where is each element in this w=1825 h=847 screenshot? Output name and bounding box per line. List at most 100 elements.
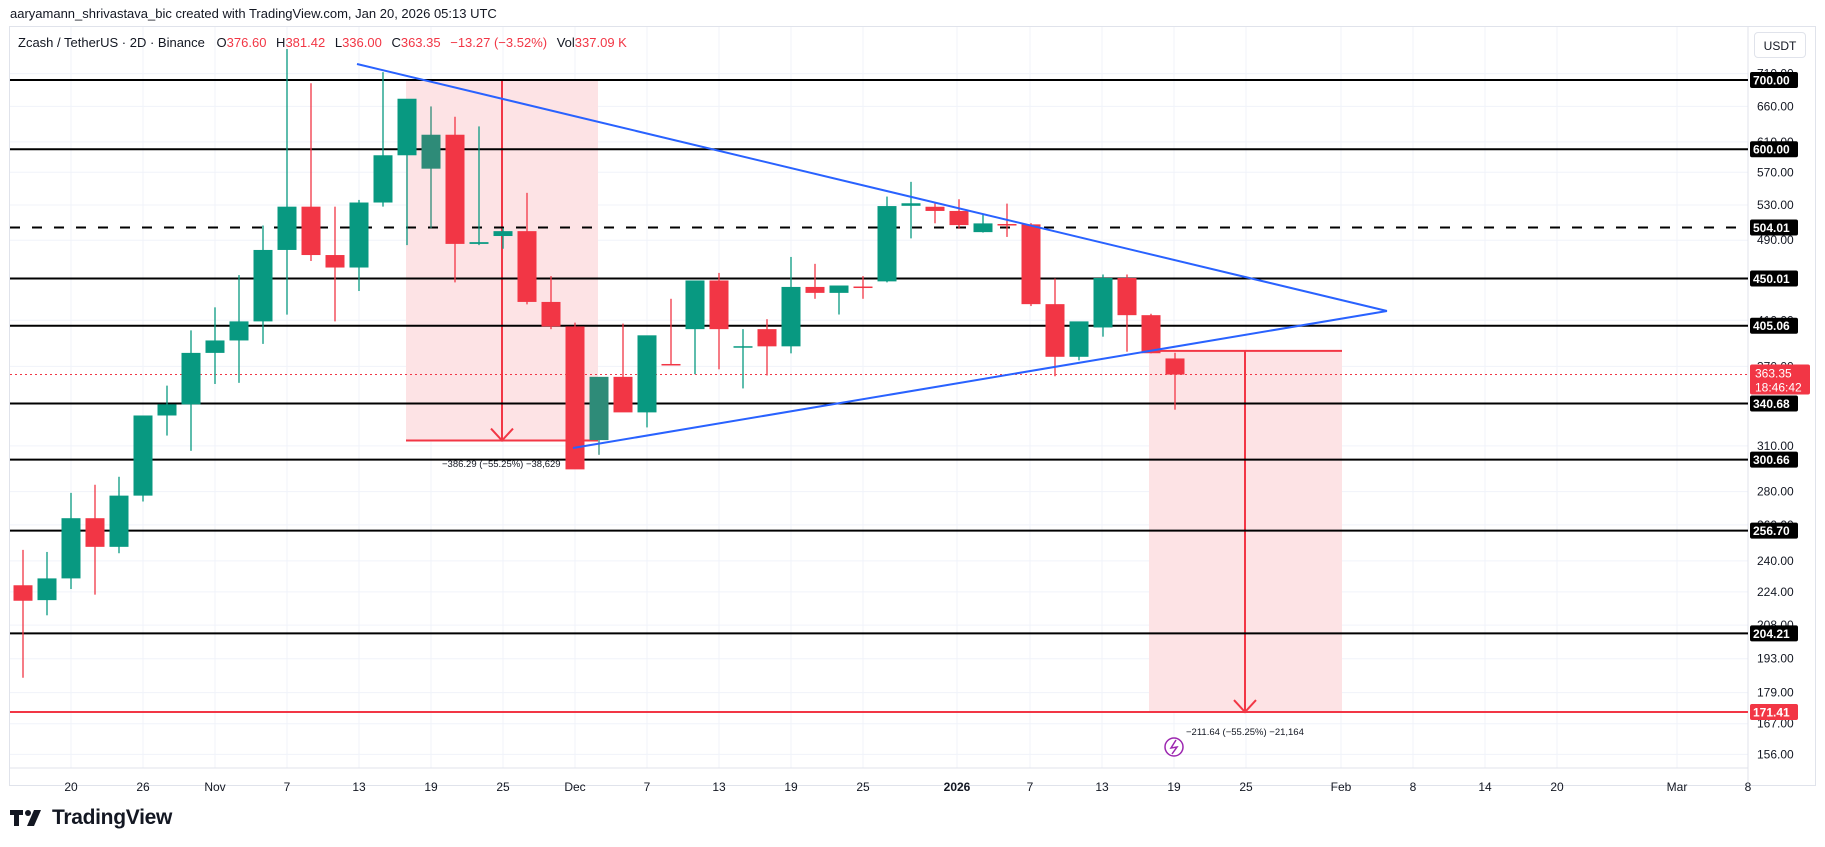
time-axis-label: Nov bbox=[204, 780, 225, 794]
candle-body[interactable] bbox=[757, 329, 777, 347]
price-tick-label: 310.00 bbox=[1757, 439, 1794, 453]
candle-body[interactable] bbox=[949, 210, 969, 226]
candle-body[interactable] bbox=[133, 415, 153, 496]
level-badge bbox=[1750, 270, 1798, 287]
candle-body[interactable] bbox=[85, 518, 105, 547]
candle-body[interactable] bbox=[781, 286, 801, 347]
candle-body[interactable] bbox=[181, 352, 201, 405]
close-value: 363.35 bbox=[400, 35, 441, 50]
candle-body[interactable] bbox=[733, 346, 753, 348]
candle-body[interactable] bbox=[517, 231, 537, 302]
candle-body[interactable] bbox=[469, 242, 489, 244]
candle-body[interactable] bbox=[853, 286, 873, 289]
candle-body[interactable] bbox=[277, 206, 297, 250]
candle-body[interactable] bbox=[301, 206, 321, 256]
time-axis-label: 7 bbox=[1027, 780, 1034, 794]
volume-label: Vol bbox=[556, 35, 575, 50]
symbol-legend: Zcash / TetherUS · 2D · Binance O376.60 … bbox=[18, 35, 633, 50]
candle-body[interactable] bbox=[229, 321, 249, 341]
time-axis-label: 7 bbox=[284, 780, 291, 794]
level-badge-label: 340.68 bbox=[1753, 397, 1790, 411]
candle-body[interactable] bbox=[1069, 321, 1089, 357]
candle-body[interactable] bbox=[1117, 277, 1137, 316]
upper-trendline[interactable] bbox=[356, 63, 1388, 312]
level-badge-label: 600.00 bbox=[1753, 143, 1790, 157]
candle-body[interactable] bbox=[445, 134, 465, 244]
level-badge-label: 405.06 bbox=[1753, 319, 1790, 333]
low-value: 336.00 bbox=[342, 35, 382, 50]
candle-body[interactable] bbox=[1093, 277, 1113, 328]
price-tick-label: 660.00 bbox=[1757, 99, 1794, 113]
price-tick-label: 156.00 bbox=[1757, 747, 1794, 761]
current-price-badge bbox=[1750, 364, 1810, 395]
level-badge bbox=[1750, 625, 1798, 642]
level-badge-label: 700.00 bbox=[1753, 74, 1790, 88]
tradingview-logo: TradingView bbox=[10, 806, 172, 830]
volume-value: 337.09 K bbox=[574, 35, 627, 50]
time-axis-label: Mar bbox=[1667, 780, 1688, 794]
lightning-glyph-icon bbox=[1169, 739, 1179, 755]
candle-body[interactable] bbox=[205, 340, 225, 353]
candle-body[interactable] bbox=[589, 376, 609, 441]
candle-body[interactable] bbox=[541, 301, 561, 327]
price-tick-label: 193.00 bbox=[1757, 652, 1794, 666]
time-axis-label: 25 bbox=[1239, 780, 1253, 794]
price-tick-label: 530.00 bbox=[1757, 198, 1794, 212]
candle-body[interactable] bbox=[397, 98, 417, 156]
candle-body[interactable] bbox=[997, 224, 1017, 226]
candle-body[interactable] bbox=[37, 578, 57, 601]
price-tick-label: 167.00 bbox=[1757, 717, 1794, 731]
candle-body[interactable] bbox=[421, 134, 441, 169]
lower-trendline[interactable] bbox=[572, 310, 1388, 449]
tradingview-logo-text: TradingView bbox=[52, 806, 173, 829]
candle-body[interactable] bbox=[1141, 315, 1161, 354]
candle-body[interactable] bbox=[805, 286, 825, 293]
candle-body[interactable] bbox=[829, 285, 849, 293]
candle-body[interactable] bbox=[13, 585, 33, 601]
candle-body[interactable] bbox=[709, 280, 729, 330]
candle-body[interactable] bbox=[373, 155, 393, 203]
time-axis-label: 19 bbox=[784, 780, 798, 794]
candle-body[interactable] bbox=[349, 202, 369, 268]
time-axis-label: 19 bbox=[424, 780, 438, 794]
time-axis-label: Dec bbox=[564, 780, 585, 794]
time-axis-label: 2026 bbox=[944, 780, 971, 794]
time-axis-label: 14 bbox=[1478, 780, 1492, 794]
time-axis-label: 13 bbox=[1095, 780, 1109, 794]
level-badge bbox=[1750, 395, 1798, 412]
time-axis-label: 25 bbox=[496, 780, 510, 794]
level-badge-label: 300.66 bbox=[1753, 453, 1790, 467]
level-badge bbox=[1750, 219, 1798, 236]
candle-body[interactable] bbox=[109, 495, 129, 547]
measure-label: −211.64 (−55.25%) −21,164 bbox=[1186, 727, 1304, 738]
candle-body[interactable] bbox=[61, 518, 81, 579]
candle-body[interactable] bbox=[925, 206, 945, 211]
time-axis-label: 25 bbox=[856, 780, 870, 794]
candle-body[interactable] bbox=[253, 249, 273, 322]
chart-frame bbox=[9, 26, 1816, 786]
candle-body[interactable] bbox=[325, 255, 345, 268]
current-price-label: 363.35 bbox=[1755, 367, 1792, 381]
time-axis-label: 20 bbox=[1550, 780, 1564, 794]
time-axis-label: 8 bbox=[1410, 780, 1417, 794]
candle-body[interactable] bbox=[613, 376, 633, 413]
candle-body[interactable] bbox=[1021, 224, 1041, 305]
candle-body[interactable] bbox=[661, 363, 681, 366]
candle-body[interactable] bbox=[157, 404, 177, 416]
currency-selector[interactable]: USDT bbox=[1754, 32, 1806, 58]
symbol-title[interactable]: Zcash / TetherUS · 2D · Binance bbox=[18, 35, 205, 50]
candle-body[interactable] bbox=[877, 206, 897, 282]
candle-body[interactable] bbox=[901, 203, 921, 206]
candle-body[interactable] bbox=[1045, 304, 1065, 357]
candle-body[interactable] bbox=[493, 231, 513, 237]
chart-credit: aaryamann_shrivastava_bic created with T… bbox=[10, 6, 497, 21]
candle-body[interactable] bbox=[973, 223, 993, 233]
candle-body[interactable] bbox=[565, 326, 585, 470]
candle-body[interactable] bbox=[685, 280, 705, 330]
measure-label: −386.29 (−55.25%) −38,629 bbox=[442, 459, 561, 470]
time-axis-label: 13 bbox=[352, 780, 366, 794]
time-axis-label: 13 bbox=[712, 780, 726, 794]
candle-body[interactable] bbox=[1165, 358, 1185, 375]
candle-body[interactable] bbox=[637, 335, 657, 413]
